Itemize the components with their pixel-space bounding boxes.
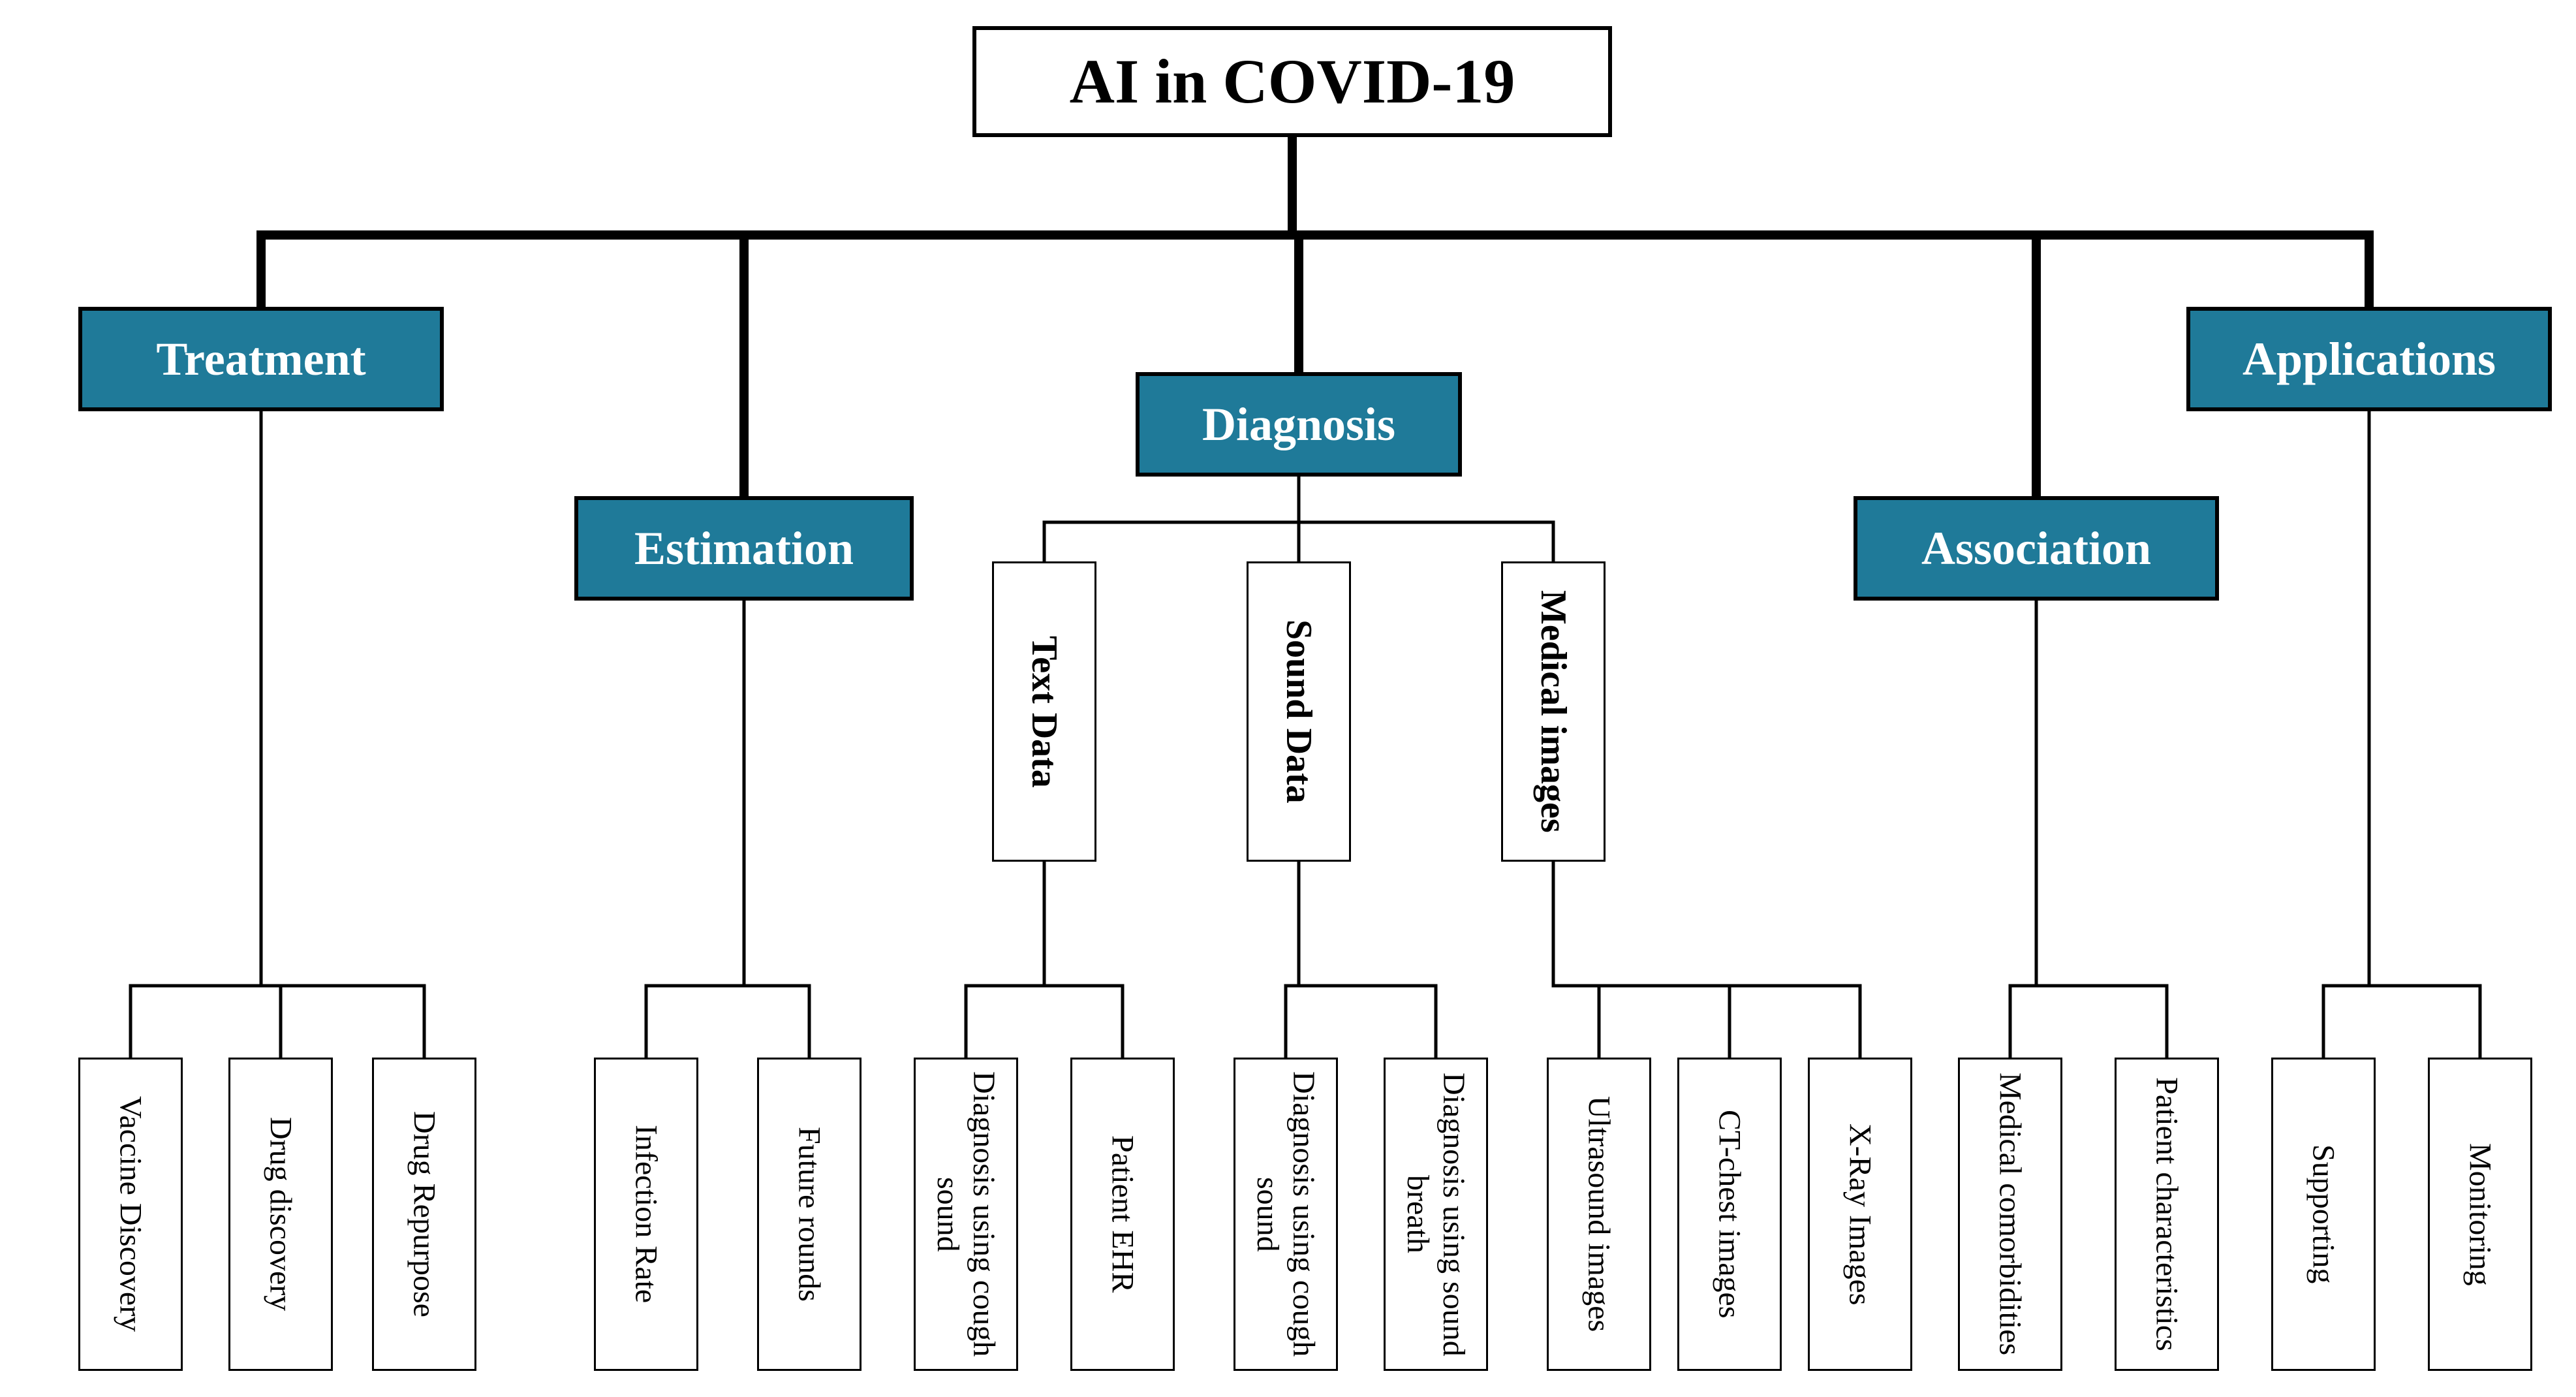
node-label: Medical comorbidities	[1992, 1073, 2028, 1355]
node-label: Diagnosis using sound breath	[1400, 1066, 1472, 1362]
node-root: AI in COVID-19	[972, 26, 1612, 137]
node-futrounds: Future rounds	[757, 1058, 861, 1371]
node-label: AI in COVID-19	[1070, 46, 1515, 118]
node-treatment: Treatment	[78, 307, 444, 411]
node-vaccine: Vaccine Discovery	[78, 1058, 183, 1371]
node-mi_us: Ultrasound images	[1547, 1058, 1651, 1371]
node-medimages: Medical images	[1501, 561, 1606, 862]
node-label: Estimation	[634, 522, 854, 576]
node-applications: Applications	[2186, 307, 2552, 411]
node-label: Association	[1921, 522, 2151, 576]
node-sd_cough: Diagnosis using cough sound	[1234, 1058, 1338, 1371]
node-label: Vaccine Discovery	[112, 1096, 148, 1332]
node-label: Sound Data	[1278, 620, 1320, 804]
node-patchar: Patient characteristics	[2115, 1058, 2219, 1371]
node-label: X-Ray Images	[1842, 1123, 1878, 1306]
node-label: Infection Rate	[628, 1125, 664, 1303]
node-monitoring: Monitoring	[2428, 1058, 2532, 1371]
node-drugrepur: Drug Repurpose	[372, 1058, 476, 1371]
node-label: Drug discovery	[262, 1117, 298, 1311]
node-label: Medical images	[1532, 590, 1574, 833]
connector-group-sounddata	[1286, 862, 1436, 1058]
node-td_cough: Diagnosis using cough sound	[914, 1058, 1018, 1371]
node-label: Patient EHR	[1104, 1135, 1140, 1293]
node-label: Patient characteristics	[2149, 1077, 2184, 1351]
connector-group-estimation	[646, 601, 809, 1058]
node-mi_ct: CT-chest images	[1677, 1058, 1782, 1371]
node-label: Supporting	[2305, 1144, 2341, 1283]
node-supporting: Supporting	[2271, 1058, 2376, 1371]
node-label: Applications	[2242, 332, 2496, 386]
connector-group-medimages	[1553, 862, 1860, 1058]
node-label: Monitoring	[2462, 1143, 2498, 1286]
node-drugdisc: Drug discovery	[228, 1058, 333, 1371]
connector-group-treatment	[131, 411, 424, 1058]
node-estimation: Estimation	[574, 496, 914, 601]
node-label: Text Data	[1023, 636, 1065, 788]
node-td_ehr: Patient EHR	[1070, 1058, 1175, 1371]
node-textdata: Text Data	[992, 561, 1096, 862]
node-diagnosis: Diagnosis	[1136, 372, 1462, 477]
connector-group-diagnosis	[1044, 477, 1553, 561]
node-label: Diagnosis using cough sound	[930, 1066, 1002, 1362]
org-tree-diagram: AI in COVID-19 Treatment Estimation Diagnos…	[0, 0, 2576, 1397]
connector-group-applications	[2323, 411, 2480, 1058]
node-label: CT-chest images	[1711, 1110, 1747, 1319]
connector-group-association	[2010, 601, 2167, 1058]
connector-group-textdata	[966, 862, 1123, 1058]
node-label: Drug Repurpose	[406, 1111, 442, 1317]
node-label: Future rounds	[791, 1127, 827, 1302]
node-label: Ultrasound images	[1581, 1096, 1617, 1332]
node-association: Association	[1854, 496, 2219, 601]
node-label: Diagnosis using cough sound	[1250, 1066, 1322, 1362]
node-medcomorb: Medical comorbidities	[1958, 1058, 2062, 1371]
node-infrate: Infection Rate	[594, 1058, 698, 1371]
node-label: Diagnosis	[1202, 398, 1395, 452]
node-mi_xray: X-Ray Images	[1808, 1058, 1912, 1371]
node-sounddata: Sound Data	[1247, 561, 1351, 862]
node-label: Treatment	[156, 332, 365, 386]
node-sd_breath: Diagnosis using sound breath	[1384, 1058, 1488, 1371]
